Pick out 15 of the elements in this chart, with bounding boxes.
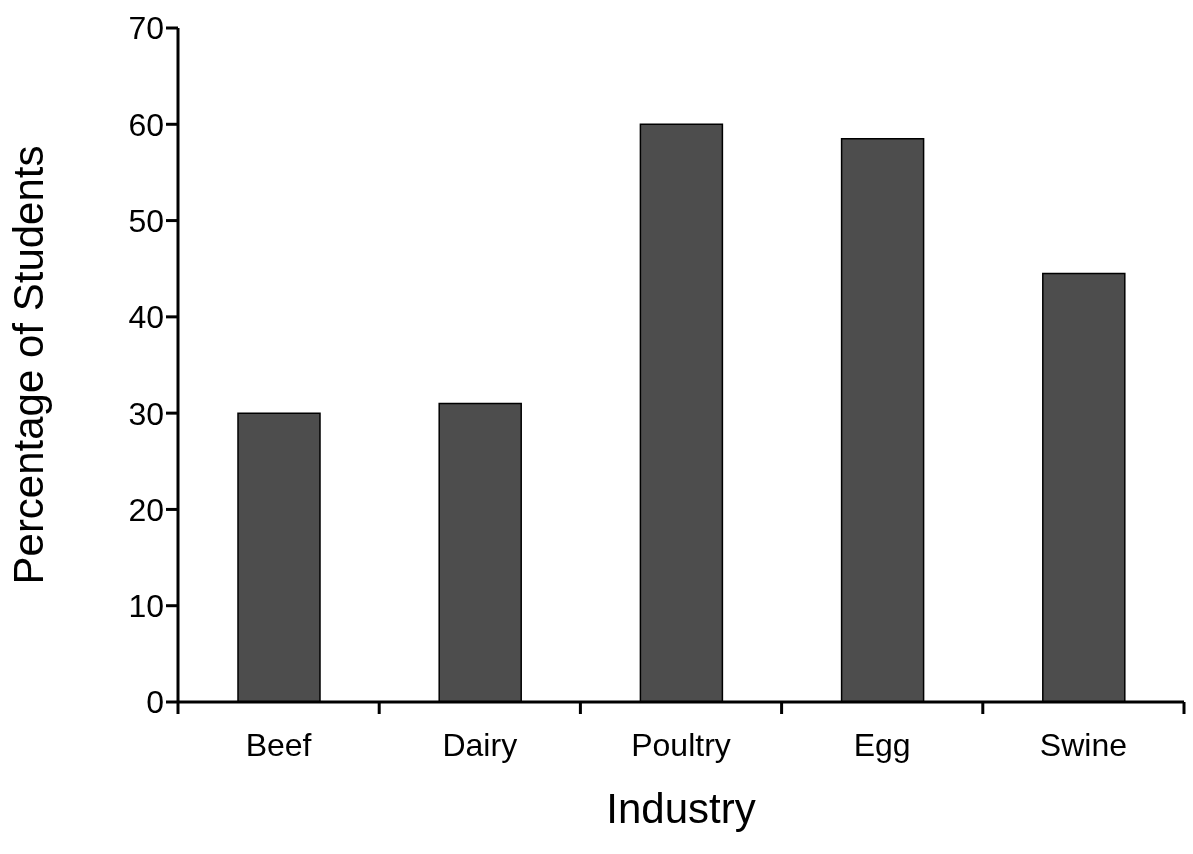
y-tick-label: 30 — [128, 395, 164, 432]
x-axis-title: Industry — [606, 785, 756, 832]
y-tick-label: 70 — [128, 10, 164, 47]
y-tick-label: 60 — [128, 106, 164, 143]
y-axis-title: Percentage of Students — [4, 145, 52, 585]
x-tick-label: Swine — [1039, 726, 1127, 763]
x-tick-label: Beef — [245, 726, 312, 763]
y-tick-label: 0 — [146, 684, 164, 721]
x-tick-label: Dairy — [442, 726, 518, 763]
y-tick-label: 20 — [128, 491, 164, 528]
y-tick-label: 50 — [128, 202, 164, 239]
x-tick-label: Poultry — [631, 726, 731, 763]
y-tick-label: 10 — [128, 588, 164, 625]
x-tick-label: Egg — [853, 726, 911, 763]
y-tick-label: 40 — [128, 299, 164, 336]
